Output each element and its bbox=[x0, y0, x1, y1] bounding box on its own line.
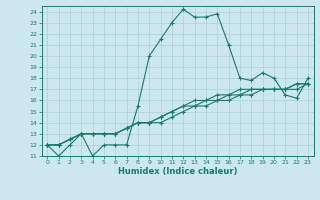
X-axis label: Humidex (Indice chaleur): Humidex (Indice chaleur) bbox=[118, 167, 237, 176]
